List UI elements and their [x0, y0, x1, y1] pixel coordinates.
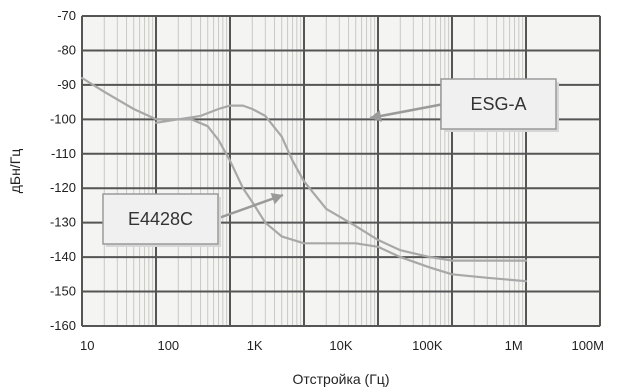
- y-tick-label: -90: [57, 77, 76, 92]
- x-tick-label: 10K: [329, 338, 352, 353]
- callout-e4428c-arrow-line: [215, 193, 284, 221]
- callout-e4428c-arrow-head: [270, 193, 283, 205]
- y-tick-label: -120: [50, 180, 76, 195]
- x-tick-label: 1K: [247, 338, 263, 353]
- series-line-esg-a: [154, 104, 528, 262]
- x-tick-label: 100K: [412, 338, 443, 353]
- callout-esg-a-label: ESG-A: [470, 94, 526, 114]
- callout-esg-a-arrow-head: [370, 110, 382, 122]
- y-tick-label: -160: [50, 318, 76, 333]
- x-tick-labels: 10 100 1K 10K 100K 1M 100M: [80, 338, 604, 353]
- callout-e4428c-box: [102, 193, 219, 245]
- y-tick-label: -150: [50, 284, 76, 299]
- y-tick-label: -100: [50, 111, 76, 126]
- series-lines: [80, 76, 528, 283]
- y-tick-label: -140: [50, 249, 76, 264]
- x-tick-label: 100: [157, 338, 179, 353]
- callout-esg-a-box: [440, 78, 557, 130]
- y-axis-label: дБн/Гц: [7, 149, 23, 194]
- x-tick-label: 10: [80, 338, 94, 353]
- y-tick-label: -70: [57, 8, 76, 23]
- y-tick-label: -130: [50, 215, 76, 230]
- callout-esg-a-arrow-line: [369, 102, 445, 120]
- x-tick-label: 1M: [505, 338, 523, 353]
- y-tick-labels: -70 -80 -90 -100 -110 -120 -130 -140 -150 -160: [50, 8, 76, 333]
- series-line-e4428c: [80, 76, 528, 283]
- plot-frame: [81, 15, 601, 327]
- grid: [81, 15, 601, 327]
- x-tick-label: 100M: [571, 338, 604, 353]
- callouts: ESG-A E4428C: [102, 78, 559, 247]
- callout-e4428c-label: E4428C: [128, 209, 193, 229]
- y-tick-label: -110: [51, 146, 76, 161]
- plot-area: [81, 15, 601, 327]
- x-axis-label: Отстройка (Гц): [293, 371, 390, 387]
- y-tick-label: -80: [57, 42, 76, 57]
